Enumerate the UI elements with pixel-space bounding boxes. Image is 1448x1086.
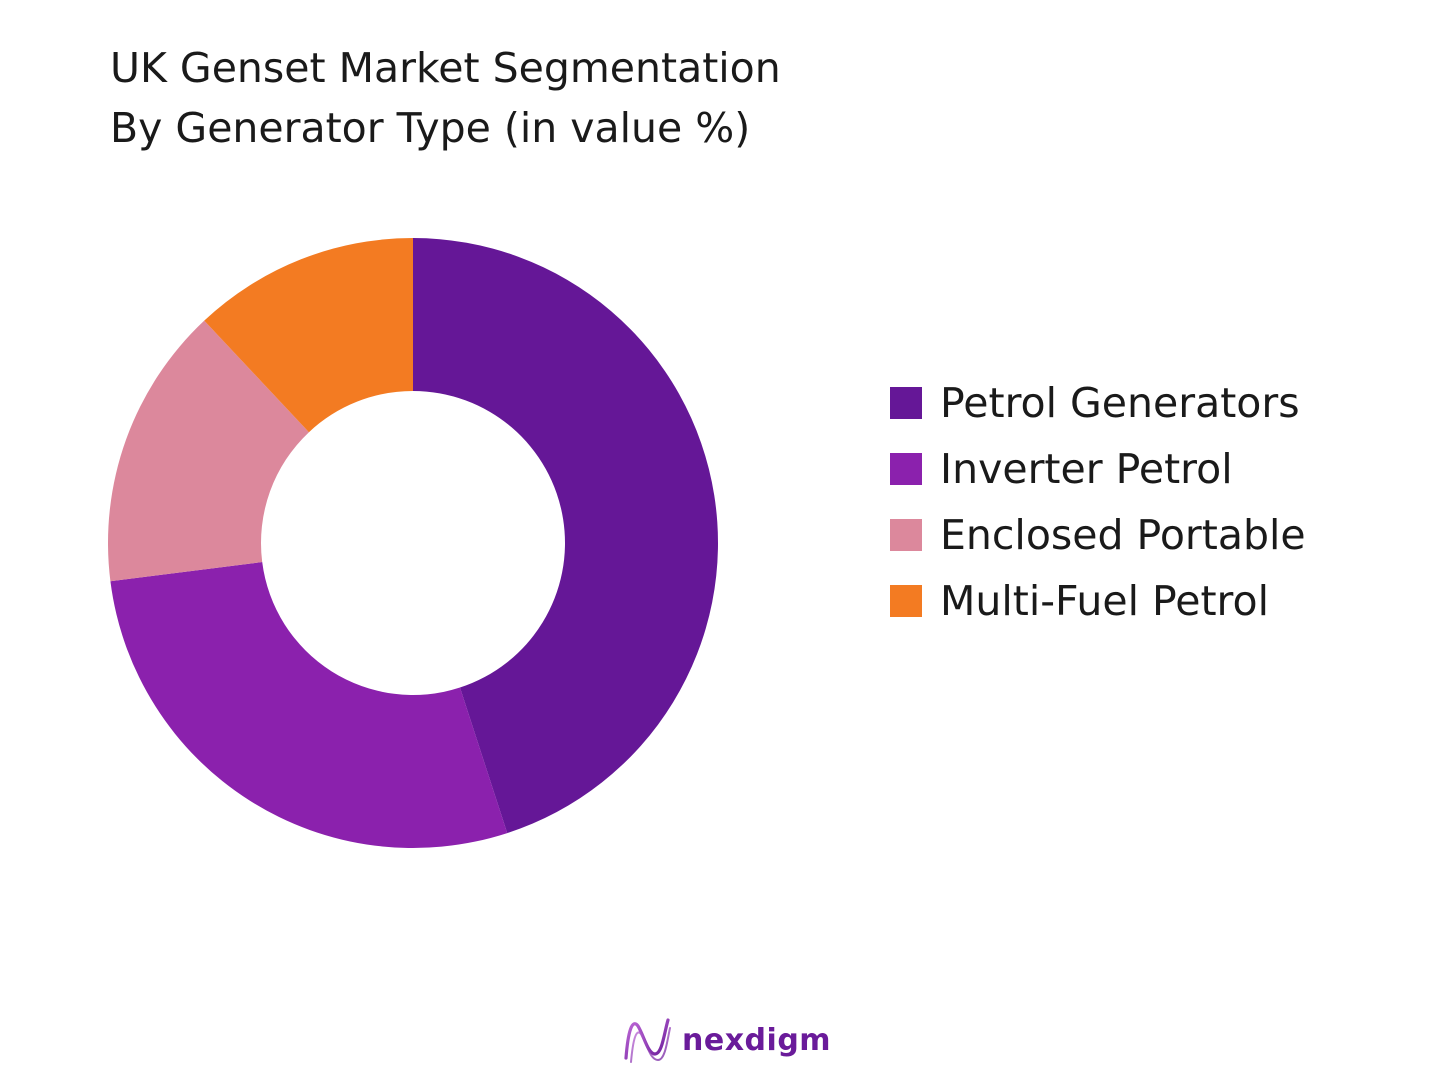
legend-swatch xyxy=(890,453,922,485)
chart-legend: Petrol Generators Inverter Petrol Enclos… xyxy=(890,370,1306,634)
legend-label: Enclosed Portable xyxy=(940,511,1306,559)
donut-slice-multi-fuel-petrol xyxy=(204,238,413,433)
chart-title-line-2: By Generator Type (in value %) xyxy=(110,104,751,152)
brand-name: nexdigm xyxy=(682,1022,832,1058)
legend-swatch xyxy=(890,519,922,551)
legend-item-multi-fuel-petrol: Multi-Fuel Petrol xyxy=(890,568,1306,634)
legend-label: Multi-Fuel Petrol xyxy=(940,577,1269,625)
legend-swatch xyxy=(890,585,922,617)
legend-label: Inverter Petrol xyxy=(940,445,1233,493)
brand-logo: nexdigm xyxy=(622,1012,831,1068)
nexdigm-wave-logo-icon xyxy=(624,1018,671,1063)
donut-slice-inverter-petrol xyxy=(110,562,508,849)
legend-label: Petrol Generators xyxy=(940,379,1300,427)
donut-slice-enclosed-portable xyxy=(107,320,309,582)
donut-slice-petrol-generators xyxy=(413,238,719,834)
chart-title: UK Genset Market Segmentation By Generat… xyxy=(110,38,781,158)
legend-item-petrol-generators: Petrol Generators xyxy=(890,370,1306,436)
legend-swatch xyxy=(890,387,922,419)
legend-item-inverter-petrol: Inverter Petrol xyxy=(890,436,1306,502)
chart-title-line-1: UK Genset Market Segmentation xyxy=(110,44,781,92)
legend-item-enclosed-portable: Enclosed Portable xyxy=(890,502,1306,568)
